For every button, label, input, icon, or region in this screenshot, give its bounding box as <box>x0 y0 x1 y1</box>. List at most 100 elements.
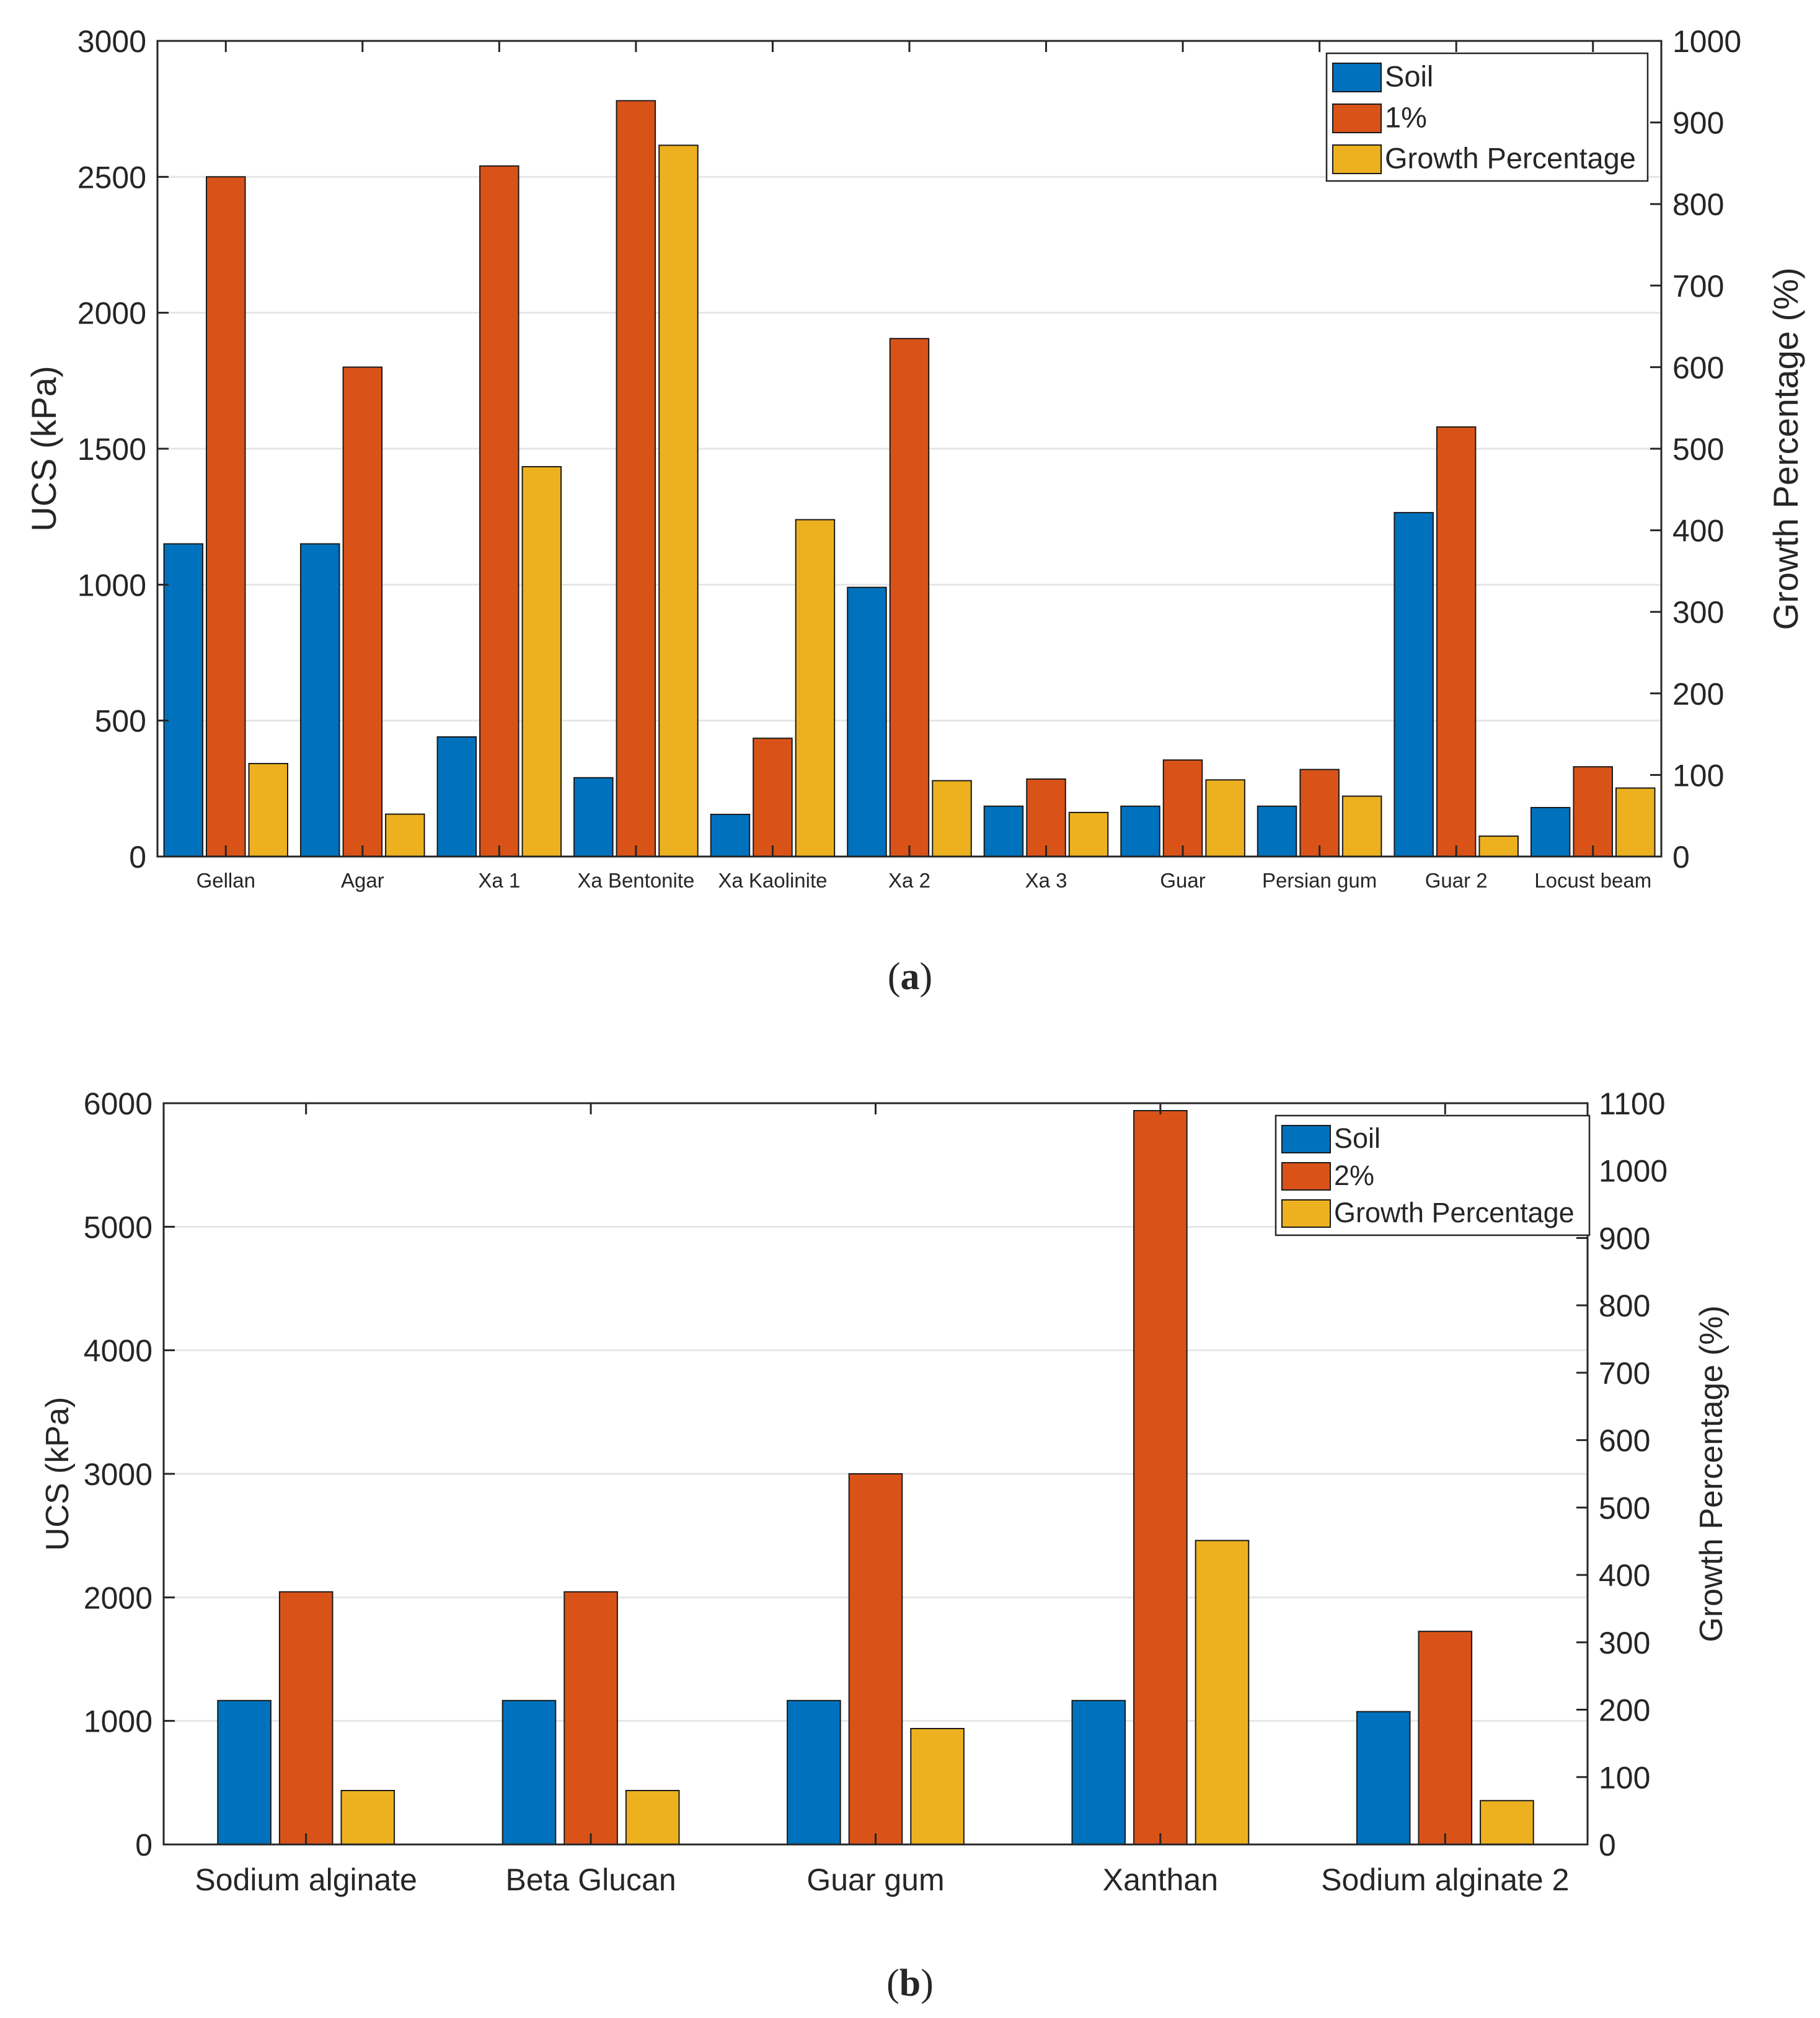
x-tick-label: Xanthan <box>1103 1862 1218 1897</box>
x-tick-label: Gellan <box>197 869 255 892</box>
y-tick-label: 6000 <box>84 1086 152 1121</box>
y-tick-label: 1500 <box>77 432 146 467</box>
y-tick-label: 1000 <box>77 568 146 602</box>
bar-2--3 <box>1133 1110 1188 1845</box>
y2-tick-label: 900 <box>1599 1221 1650 1256</box>
bar-1--8 <box>1299 769 1340 857</box>
bar-2--4 <box>1418 1631 1473 1845</box>
bar-1--9 <box>1436 426 1477 857</box>
bar-2--0 <box>278 1591 334 1845</box>
x-tick-label: Xa 3 <box>1025 869 1067 892</box>
chart-panel-a: 0 500 1000 1500 2000 2500 3000 0 100 200 300 400 500… <box>24 24 1805 998</box>
y2-tick-label: 400 <box>1672 514 1724 549</box>
legend-label: 1% <box>1385 101 1427 134</box>
legend: Soil 1% Growth Percentage <box>1325 52 1649 182</box>
bar-1--0 <box>206 176 246 857</box>
y-tick-label: 2000 <box>77 296 146 331</box>
y2-tick-label: 300 <box>1599 1626 1650 1660</box>
legend-swatch <box>1332 144 1382 174</box>
y2-tick-label: 700 <box>1672 269 1724 304</box>
bar-growth-percentage-9 <box>1478 835 1519 857</box>
bar-soil-10 <box>1530 807 1571 857</box>
y2-tick-label: 1000 <box>1672 24 1741 59</box>
bar-growth-percentage-0 <box>248 763 288 857</box>
legend-swatch <box>1332 63 1382 92</box>
bar-soil-2 <box>436 736 477 857</box>
bar-soil-0 <box>217 1699 272 1846</box>
bar-growth-percentage-4 <box>795 519 836 857</box>
bar-growth-percentage-2 <box>521 466 562 857</box>
y-tick-label: 3000 <box>84 1457 152 1492</box>
bar-growth-percentage-10 <box>1615 787 1656 857</box>
bar-growth-percentage-7 <box>1205 779 1245 858</box>
bar-soil-4 <box>1356 1711 1411 1845</box>
y-tick-label: 500 <box>95 704 146 739</box>
y-tick-label: 2000 <box>84 1580 152 1615</box>
y2-tick-label: 100 <box>1672 758 1724 793</box>
bar-growth-percentage-1 <box>625 1790 680 1845</box>
y2-tick-label: 600 <box>1672 350 1724 385</box>
bar-1--3 <box>616 100 656 857</box>
bar-soil-0 <box>163 543 203 857</box>
series-growth-percentage <box>248 144 1656 858</box>
chart-panel-b: 0 1000 2000 3000 4000 5000 6000 0 100 200 300 400 50… <box>40 1086 1729 2004</box>
x-tick-label: Persian gum <box>1262 869 1377 892</box>
panel-label: b <box>899 1962 921 2004</box>
x-tick-label: Xa 2 <box>888 869 930 892</box>
y2-tick-label: 700 <box>1599 1356 1650 1391</box>
y2-axis-label: Growth Percentage (%) <box>1766 267 1805 630</box>
bar-soil-3 <box>573 777 614 858</box>
y2-axis-label: Growth Percentage (%) <box>1694 1305 1729 1642</box>
bar-growth-percentage-2 <box>910 1728 965 1845</box>
series-soil <box>217 1699 1411 1846</box>
series-1- <box>206 100 1613 858</box>
bar-growth-percentage-3 <box>658 144 699 857</box>
x-tick-label: Guar gum <box>806 1862 944 1897</box>
x-tick-label: Locust beam <box>1534 869 1651 892</box>
series-growth-percentage <box>340 1540 1534 1846</box>
x-tick-label: Guar 2 <box>1425 869 1488 892</box>
bar-growth-percentage-3 <box>1195 1540 1250 1846</box>
legend-label: Growth Percentage <box>1334 1197 1575 1228</box>
series-soil <box>163 512 1571 858</box>
bar-1--6 <box>1026 778 1066 857</box>
bar-1--2 <box>479 165 519 857</box>
bar-soil-2 <box>787 1699 841 1846</box>
y-tick-label: 0 <box>129 840 146 875</box>
y-tick-label: 5000 <box>84 1210 152 1245</box>
x-tick-label: Sodium alginate <box>195 1862 417 1897</box>
y2-tick-label: 0 <box>1599 1828 1616 1862</box>
x-tick-label: Agar <box>341 869 384 892</box>
y2-tick-label: 200 <box>1599 1693 1650 1728</box>
legend-label: 2% <box>1334 1160 1374 1191</box>
legend-swatch <box>1281 1199 1331 1228</box>
y2-tick-label: 300 <box>1672 595 1724 630</box>
y2-tick-label: 1000 <box>1599 1154 1668 1189</box>
bar-soil-6 <box>983 805 1024 858</box>
x-tick-label: Xa 1 <box>478 869 520 892</box>
legend-swatch <box>1281 1125 1331 1153</box>
bar-2--1 <box>563 1591 618 1845</box>
y-tick-label: 3000 <box>77 24 146 59</box>
bar-1--10 <box>1573 766 1613 857</box>
bar-soil-5 <box>847 586 887 857</box>
y-axis-label: UCS (kPa) <box>40 1397 76 1551</box>
legend-swatch <box>1281 1162 1331 1191</box>
bar-soil-4 <box>710 814 751 857</box>
bar-1--5 <box>889 338 930 857</box>
panel-caption: (b) <box>886 1962 934 2004</box>
legend-swatch <box>1332 104 1382 133</box>
x-tick-label: Sodium alginate 2 <box>1321 1862 1569 1897</box>
y-tick-label: 1000 <box>84 1704 152 1739</box>
bar-1--7 <box>1162 759 1203 858</box>
bar-soil-3 <box>1071 1699 1126 1846</box>
y-tick-label: 0 <box>135 1828 152 1862</box>
bar-soil-7 <box>1120 805 1160 858</box>
y2-tick-label: 0 <box>1672 840 1690 875</box>
y-tick-label: 2500 <box>77 160 146 195</box>
y2-tick-label: 800 <box>1672 187 1724 222</box>
bar-growth-percentage-4 <box>1480 1800 1534 1846</box>
bar-soil-1 <box>300 543 340 857</box>
y-axis-label: UCS (kPa) <box>24 366 63 532</box>
